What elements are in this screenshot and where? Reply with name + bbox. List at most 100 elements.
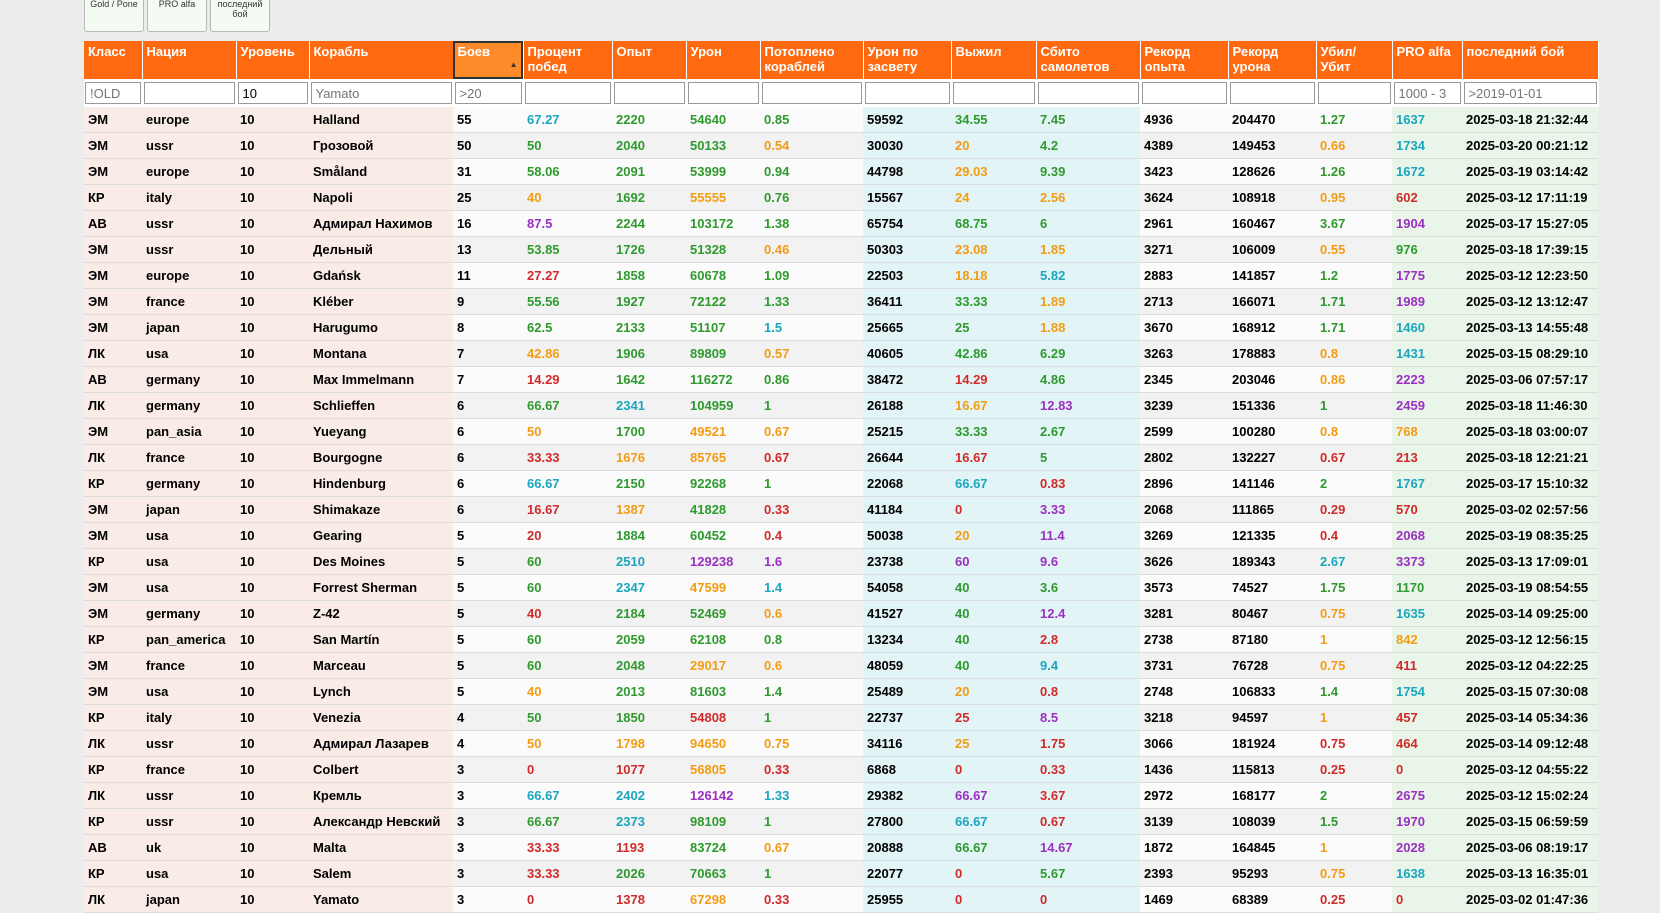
table-row[interactable]: КР france 10 Colbert 3 0 1077 56805 0.33 6868 0 0.3… [84,756,1598,783]
table-row[interactable]: АВ uk 10 Malta 3 33.33 1193 83724 0.67 20888 66.67… [84,834,1598,861]
column-header[interactable]: Урон по засвету [863,41,952,79]
column-filter-input[interactable] [1037,82,1139,104]
table-row[interactable]: ЭМ germany 10 Z-42 5 40 2184 52469 0.6 41527 40 12.… [84,600,1598,627]
table-row[interactable]: АВ germany 10 Max Immelmann 7 14.29 1642 116272… [84,366,1598,393]
table-cell: КР [84,808,142,835]
table-cell: 1850 [612,704,686,731]
table-cell: 34116 [863,730,951,757]
column-header[interactable]: Класс [84,41,143,79]
column-filter-input[interactable] [310,82,452,104]
table-cell: 51107 [686,314,760,341]
column-header[interactable]: последний бой [1462,41,1599,79]
table-row[interactable]: ЭМ usa 10 Lynch 5 40 2013 81603 1.4 25489 20 0.8 274… [84,678,1598,705]
column-filter-input[interactable] [524,82,611,104]
column-header[interactable]: Уровень [236,41,310,79]
column-filter-input[interactable] [143,82,235,104]
table-cell: 10 [236,678,309,705]
table-row[interactable]: ЭМ ussr 10 Грозовой 50 50 2040 50133 0.54 30030 20… [84,132,1598,159]
table-row[interactable]: КР italy 10 Napoli 25 40 1692 55555 0.76 15567 24 2… [84,184,1598,211]
column-filter-input[interactable] [864,82,950,104]
table-row[interactable]: КР usa 10 Des Moines 5 60 2510 129238 1.6 23738 60… [84,548,1598,575]
table-cell: usa [142,574,236,601]
table-row[interactable]: ЭМ japan 10 Shimakaze 6 16.67 1387 41828 0.33 411… [84,496,1598,523]
column-filter-input[interactable] [1141,82,1227,104]
column-filter-input[interactable] [1393,82,1461,104]
filter-preset-button-1[interactable]: Gold / Pone [84,0,144,32]
column-filter-input[interactable] [1317,82,1391,104]
table-row[interactable]: КР germany 10 Hindenburg 6 66.67 2150 92268 1 220… [84,470,1598,497]
table-cell: КР [84,470,142,497]
table-cell: 25489 [863,678,951,705]
table-row[interactable]: ЭМ usa 10 Forrest Sherman 5 60 2347 47599 1.4 540… [84,574,1598,601]
table-cell: 1.85 [1036,236,1140,263]
table-row[interactable]: ЭМ europe 10 Gdańsk 11 27.27 1858 60678 1.09 2250… [84,262,1598,289]
column-filter-input[interactable] [237,82,308,104]
table-cell: Forrest Sherman [309,574,453,601]
table-row[interactable]: КР ussr 10 Александр Невский 3 66.67 2373 98109… [84,808,1598,835]
column-header[interactable]: PRO alfa [1392,41,1463,79]
column-filter-input[interactable] [687,82,759,104]
column-header[interactable]: Убил/ Убит [1316,41,1393,79]
table-row[interactable]: ЭМ japan 10 Harugumo 8 62.5 2133 51107 1.5 25665 2… [84,314,1598,341]
filter-preset-button-2[interactable]: PRO alfa [147,0,207,32]
table-cell: ЭМ [84,262,142,289]
column-header[interactable]: Боев ▲ [453,41,524,79]
column-header[interactable]: Выжил [951,41,1037,79]
table-cell: 48059 [863,652,951,679]
table-cell: 95293 [1228,860,1316,887]
column-filter-input[interactable] [454,82,522,104]
table-row[interactable]: ЭМ ussr 10 Дельный 13 53.85 1726 51328 0.46 50303… [84,236,1598,263]
column-header[interactable]: Опыт [612,41,687,79]
table-row[interactable]: ЭМ europe 10 Småland 31 58.06 2091 53999 0.94 447… [84,158,1598,185]
table-row[interactable]: ЭМ europe 10 Halland 55 67.27 2220 54640 0.85 595… [84,107,1598,133]
table-row[interactable]: ЛК japan 10 Yamato 3 0 1378 67298 0.33 25955 0 0 146… [84,886,1598,913]
column-header[interactable]: Процент побед [523,41,613,79]
table-row[interactable]: ЭМ pan_asia 10 Yueyang 6 50 1700 49521 0.67 25215… [84,418,1598,445]
column-header-label: Рекорд опыта [1144,44,1191,74]
table-cell: 56805 [686,756,760,783]
column-header[interactable]: Рекорд опыта [1140,41,1229,79]
table-cell: 2048 [612,652,686,679]
table-cell: 3373 [1392,548,1462,575]
table-row[interactable]: КР pan_america 10 San Martín 5 60 2059 62108 0.8… [84,626,1598,653]
column-header[interactable]: Корабль [309,41,454,79]
column-header[interactable]: Рекорд урона [1228,41,1317,79]
filter-cell [236,79,310,107]
table-row[interactable]: ЛК france 10 Bourgogne 6 33.33 1676 85765 0.67 26… [84,444,1598,471]
column-filter-input[interactable] [952,82,1035,104]
table-row[interactable]: ЛК ussr 10 Адмирал Лазарев 4 50 1798 94650 0.75 3… [84,730,1598,757]
filter-preset-button-3[interactable]: последний бой [210,0,270,32]
table-cell: Z-42 [309,600,453,627]
table-cell: 34.55 [951,107,1036,133]
table-row[interactable]: ЭМ usa 10 Gearing 5 20 1884 60452 0.4 50038 20 11.4… [84,522,1598,549]
column-filter-input[interactable] [1463,82,1597,104]
column-header[interactable]: Потоплено кораблей [760,41,864,79]
table-cell: 40 [523,600,612,627]
table-cell: 5 [1036,444,1140,471]
table-row[interactable]: ЭМ france 10 Marceau 5 60 2048 29017 0.6 48059 40 9… [84,652,1598,679]
table-cell: 0 [951,886,1036,913]
table-cell: 50303 [863,236,951,263]
table-row[interactable]: КР usa 10 Salem 3 33.33 2026 70663 1 22077 0 5.67 23… [84,860,1598,887]
column-header[interactable]: Сбито самолетов [1036,41,1141,79]
table-cell: 6 [453,470,523,497]
table-cell: ЭМ [84,678,142,705]
table-row[interactable]: КР italy 10 Venezia 4 50 1850 54808 1 22737 25 8.5 3… [84,704,1598,731]
table-cell: 2025-03-18 17:39:15 [1462,236,1598,263]
table-cell: 2068 [1140,496,1228,523]
table-row[interactable]: ЛК usa 10 Montana 7 42.86 1906 89809 0.57 40605 42… [84,340,1598,367]
table-row[interactable]: ЭМ france 10 Kléber 9 55.56 1927 72122 1.33 36411… [84,288,1598,315]
column-filter-input[interactable] [1229,82,1315,104]
table-cell: 25 [951,730,1036,757]
table-row[interactable]: ЛК ussr 10 Кремль 3 66.67 2402 126142 1.33 29382 6… [84,782,1598,809]
column-filter-input[interactable] [85,82,141,104]
column-header[interactable]: Урон [686,41,761,79]
column-header[interactable]: Нация [142,41,237,79]
table-cell: ЭМ [84,158,142,185]
column-filter-input[interactable] [613,82,685,104]
table-cell: 2402 [612,782,686,809]
table-row[interactable]: ЛК germany 10 Schlieffen 6 66.67 2341 104959 1 26… [84,392,1598,419]
column-filter-input[interactable] [761,82,862,104]
table-cell: 60 [951,548,1036,575]
table-row[interactable]: АВ ussr 10 Адмирал Нахимов 16 87.5 2244 103172 1… [84,210,1598,237]
